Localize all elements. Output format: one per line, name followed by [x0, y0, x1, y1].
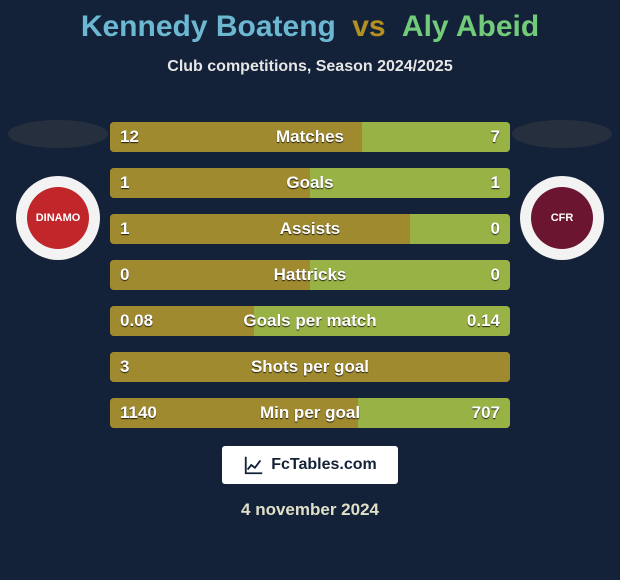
stat-row: 00Hattricks — [110, 260, 510, 290]
shadow-ellipse-left — [8, 120, 108, 148]
footer-text: FcTables.com — [271, 456, 377, 474]
stat-bar-left — [110, 352, 510, 382]
stat-bar-left — [110, 260, 310, 290]
team-right-badge: CFR — [520, 176, 604, 260]
stat-bar-left — [110, 168, 310, 198]
stat-bar-left — [110, 122, 362, 152]
vs-label: vs — [352, 10, 385, 43]
stat-row: 10Assists — [110, 214, 510, 244]
player-1-name: Kennedy Boateng — [81, 10, 336, 43]
team-left-badge: DINAMO — [16, 176, 100, 260]
date: 4 november 2024 — [0, 500, 620, 520]
stat-bar-right — [358, 398, 510, 428]
fctables-logo: FcTables.com — [222, 446, 398, 484]
stat-bar-left — [110, 214, 410, 244]
stat-rows: 127Matches 11Goals 10Assists 00Hattricks 0.0… — [110, 122, 510, 428]
subtitle: Club competitions, Season 2024/2025 — [0, 58, 620, 76]
team-right-badge-text: CFR — [531, 187, 593, 249]
stat-row: 1140707Min per goal — [110, 398, 510, 428]
team-right-col: CFR — [512, 120, 612, 260]
player-2-name: Aly Abeid — [402, 10, 539, 43]
stat-bar-right — [410, 214, 510, 244]
stat-bar-right — [362, 122, 510, 152]
stat-bar-left — [110, 398, 358, 428]
stat-bar-left — [110, 306, 254, 336]
shadow-ellipse-right — [512, 120, 612, 148]
team-left-col: DINAMO — [8, 120, 108, 260]
stat-row: 0.080.14Goals per match — [110, 306, 510, 336]
stat-row: 11Goals — [110, 168, 510, 198]
stat-bar-right — [310, 168, 510, 198]
team-left-badge-text: DINAMO — [27, 187, 89, 249]
stat-row: 3Shots per goal — [110, 352, 510, 382]
chart-icon — [243, 454, 265, 476]
comparison-title: Kennedy Boateng vs Aly Abeid — [0, 10, 620, 44]
header: Kennedy Boateng vs Aly Abeid Club compet… — [0, 0, 620, 76]
stat-bar-right — [310, 260, 510, 290]
stat-row: 127Matches — [110, 122, 510, 152]
stat-bar-right — [254, 306, 510, 336]
